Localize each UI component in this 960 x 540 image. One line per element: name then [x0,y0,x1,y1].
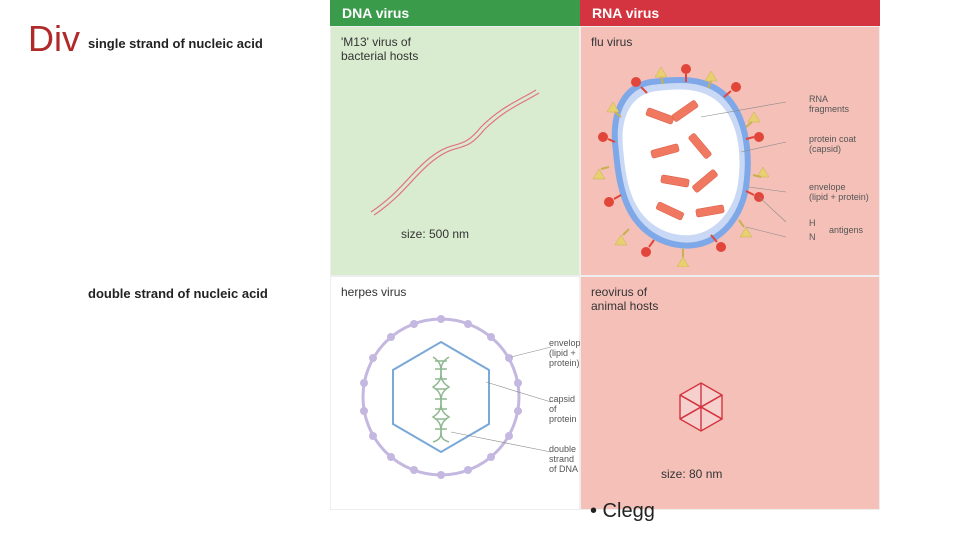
flu-annot-ant: antigens [829,226,863,236]
header-dna: DNA virus [330,0,580,26]
header-rna: RNA virus [580,0,880,26]
flu-title: flu virus [581,27,879,57]
m13-graphic [361,82,551,222]
cell-m13: 'M13' virus of bacterial hosts size: 500… [330,26,580,276]
row1-label: single strand of nucleic acid [80,26,330,276]
row2-label: double strand of nucleic acid [80,276,330,510]
herpes-annot-cap: capsid of protein [549,395,579,425]
m13-size: size: 500 nm [401,227,469,241]
flu-graphic [591,57,811,267]
herpes-annot-ds: double strand of DNA [549,445,579,475]
flu-annot-env: envelope (lipid + protein) [809,183,869,203]
slide-title-fragment: Div [28,18,80,60]
reo-title: reovirus of animal hosts [581,277,879,321]
flu-annot-coat: protein coat (capsid) [809,135,856,155]
footer-bullet: • Clegg [590,500,655,523]
header-blank [80,0,330,26]
cell-herpes: herpes virus [330,276,580,510]
reo-graphic [671,377,731,437]
reo-size: size: 80 nm [661,467,722,481]
herpes-graphic [356,302,556,497]
flu-annot-rna: RNA fragments [809,95,849,115]
m13-title: 'M13' virus of bacterial hosts [331,27,579,71]
cell-flu: flu virus [580,26,880,276]
cell-reo: reovirus of animal hosts size: 80 nm [580,276,880,510]
virus-table: DNA virus RNA virus single strand of nuc… [80,0,880,510]
flu-annot-n: N [809,233,816,243]
flu-annot-h: H [809,219,816,229]
